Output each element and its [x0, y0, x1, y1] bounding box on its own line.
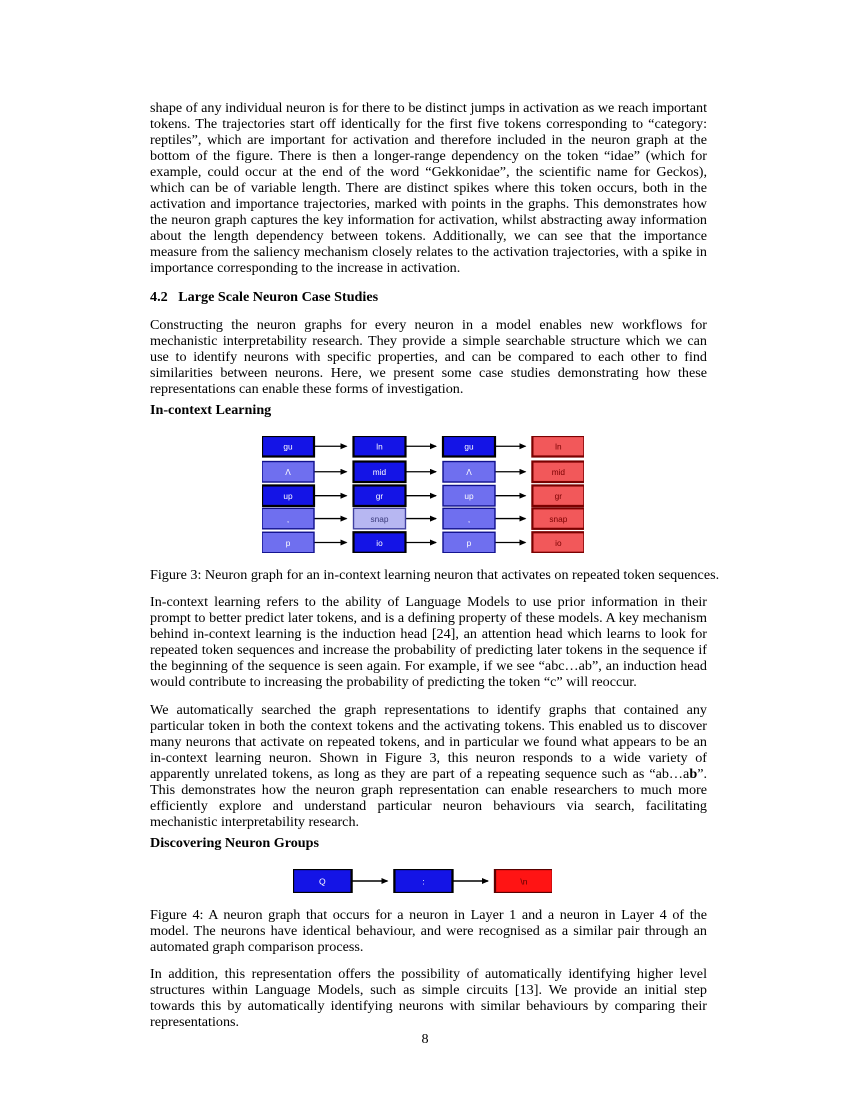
- svg-text:io: io: [376, 538, 383, 548]
- svg-text:snap: snap: [549, 514, 567, 524]
- svg-text::: :: [422, 876, 424, 886]
- svg-text:Λ: Λ: [285, 467, 291, 477]
- svg-text:snap: snap: [370, 514, 388, 524]
- svg-text:ln: ln: [376, 442, 383, 452]
- svg-text:io: io: [555, 538, 562, 548]
- svg-text:up: up: [464, 491, 474, 501]
- svg-text:mid: mid: [372, 467, 386, 477]
- svg-text:,: ,: [467, 514, 469, 524]
- svg-text:gu: gu: [283, 442, 293, 452]
- svg-text:Λ: Λ: [466, 467, 472, 477]
- svg-text:,: ,: [286, 514, 288, 524]
- svg-text:p: p: [285, 538, 290, 548]
- svg-text:\n: \n: [520, 876, 527, 886]
- svg-text:p: p: [466, 538, 471, 548]
- svg-text:ln: ln: [555, 442, 562, 452]
- svg-text:mid: mid: [551, 467, 565, 477]
- svg-text:up: up: [283, 491, 293, 501]
- svg-text:gr: gr: [375, 491, 383, 501]
- svg-text:gr: gr: [554, 491, 562, 501]
- svg-text:gu: gu: [464, 442, 474, 452]
- svg-text:Q: Q: [318, 876, 325, 886]
